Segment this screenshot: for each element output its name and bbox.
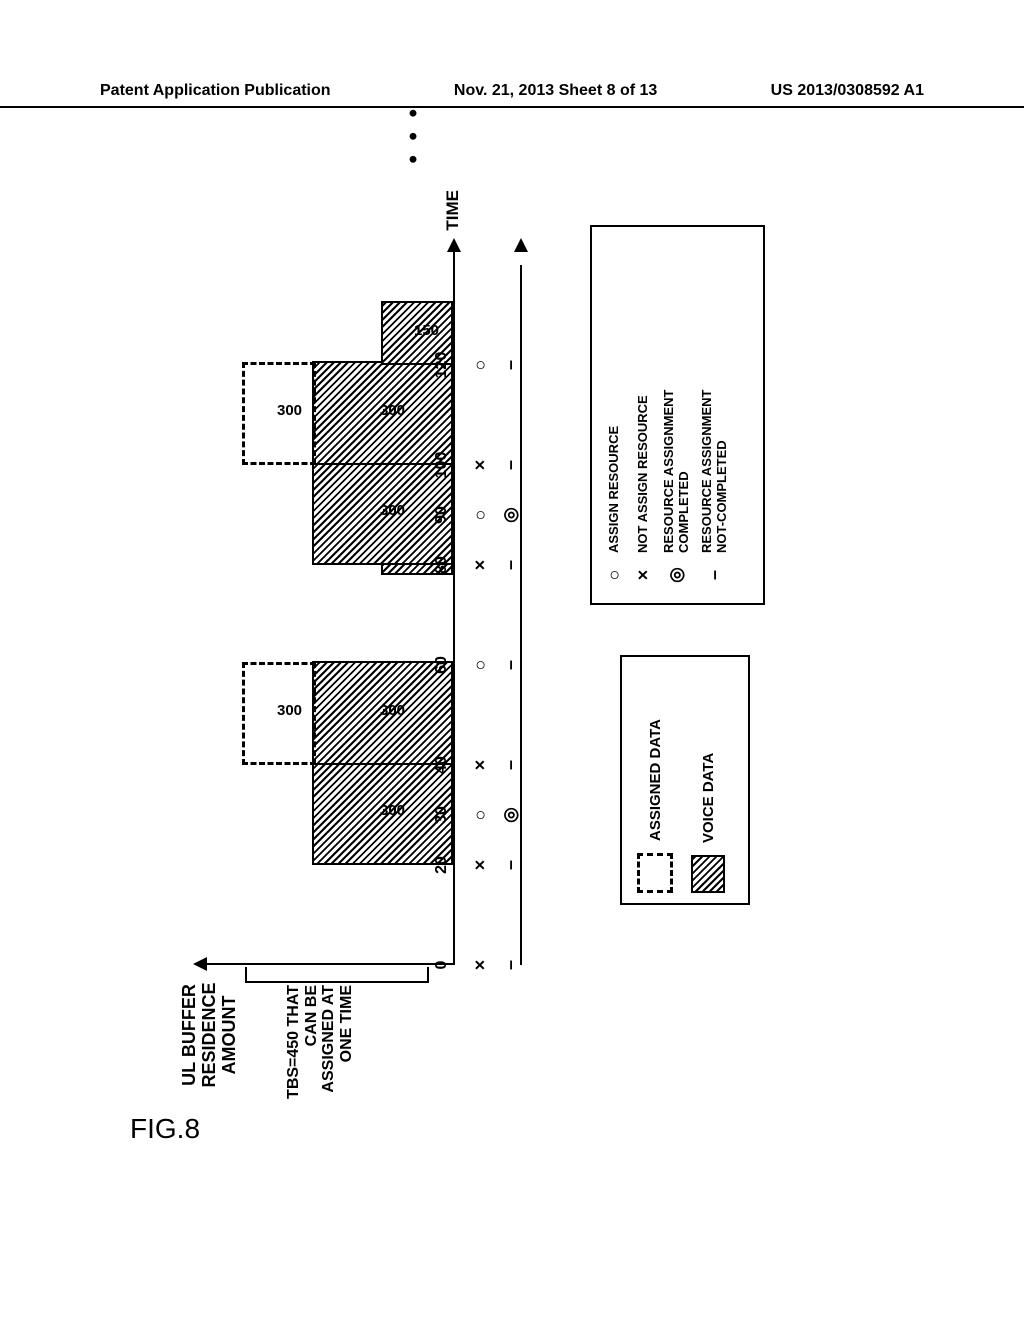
time-axis-label: TIME: [443, 190, 463, 231]
x-tick-label: 80: [433, 556, 451, 574]
x-tick-label: 0: [433, 961, 451, 970]
status-row2-symbol: –: [500, 760, 521, 770]
bar-value-label: 300: [380, 502, 405, 519]
legend-voice-data: VOICE DATA: [691, 667, 725, 893]
bar-value-label: 150: [414, 322, 439, 339]
tbs-bracket: [245, 967, 429, 983]
header-right: US 2013/0308592 A1: [771, 82, 924, 100]
status-row2-symbol: ◎: [500, 507, 521, 523]
y-axis-label: UL BUFFER RESIDENCE AMOUNT: [180, 945, 239, 1125]
page-header: Patent Application Publication Nov. 21, …: [0, 82, 1024, 108]
not-assign-symbol-icon: ×: [633, 561, 654, 589]
assigned-swatch-icon: [637, 853, 673, 893]
status-axis-arrow-icon: [514, 238, 528, 252]
status-row2-symbol: –: [500, 560, 521, 570]
x-axis-arrow-icon: [447, 238, 461, 252]
header-left: Patent Application Publication: [100, 82, 331, 100]
bar-value-label: 300: [380, 802, 405, 819]
x-tick-label: 20: [433, 856, 451, 874]
tbs-line3: ASSIGNED AT: [320, 985, 337, 1093]
voice-swatch-icon: [691, 855, 725, 893]
status-row1-symbol: ×: [470, 560, 491, 571]
legend-assign-label: ASSIGN RESOURCE: [607, 426, 622, 553]
status-row1-symbol: ○: [470, 660, 491, 671]
assign-symbol-icon: ○: [604, 561, 625, 589]
y-axis-arrow-icon: [193, 957, 207, 971]
legend-assigned-data: ASSIGNED DATA: [637, 667, 673, 893]
figure-area: FIG.8 UL BUFFER RESIDENCE AMOUNT TBS=450…: [100, 155, 920, 1155]
x-tick-label: 40: [433, 756, 451, 774]
bar-value-label: 300: [380, 402, 405, 419]
status-row1-symbol: ○: [470, 360, 491, 371]
x-tick-label: 90: [433, 506, 451, 524]
legend-not-completed-label: RESOURCE ASSIGNMENT NOT-COMPLETED: [700, 390, 730, 553]
tbs-line4: ONE TIME: [338, 985, 355, 1062]
status-row1-symbol: ×: [470, 460, 491, 471]
legend-assigned-label: ASSIGNED DATA: [647, 719, 664, 841]
status-row1-symbol: ○: [470, 810, 491, 821]
legend-not-completed-l1: RESOURCE ASSIGNMENT: [699, 390, 714, 553]
status-row1-symbol: ○: [470, 510, 491, 521]
x-axis: [453, 240, 455, 965]
x-tick-label: 30: [433, 806, 451, 824]
legend-completed-l2: COMPLETED: [676, 471, 691, 553]
plot-area: TIME 300300300150300300300150: [220, 265, 455, 965]
legend-assign: ○ ASSIGN RESOURCE: [604, 241, 625, 589]
bar-value-label: 300: [277, 402, 302, 419]
status-row2-symbol: ◎: [500, 807, 521, 823]
bar-value-label: 300: [277, 702, 302, 719]
legend-completed-label: RESOURCE ASSIGNMENT COMPLETED: [662, 390, 692, 553]
x-tick-label: 100: [433, 452, 451, 479]
legend-not-assign: × NOT ASSIGN RESOURCE: [633, 241, 654, 589]
tbs-label: TBS=450 THAT CAN BE ASSIGNED AT ONE TIME: [285, 985, 355, 1130]
bar-value-label: 300: [380, 702, 405, 719]
status-row2-symbol: –: [500, 460, 521, 470]
status-row1-symbol: ×: [470, 960, 491, 971]
x-tick-label: 120: [433, 352, 451, 379]
legend-voice-label: VOICE DATA: [700, 753, 717, 843]
status-row2-symbol: –: [500, 960, 521, 970]
tbs-line1: TBS=450 THAT: [285, 985, 302, 1099]
status-row1-symbol: ×: [470, 760, 491, 771]
y-axis-label-line1: UL BUFFER: [179, 984, 199, 1086]
rotated-chart: UL BUFFER RESIDENCE AMOUNT TBS=450 THAT …: [190, 165, 830, 1105]
ellipsis: • • •: [400, 105, 428, 164]
legend-not-completed-l2: NOT-COMPLETED: [714, 440, 729, 553]
legend-data-types: ASSIGNED DATA VOICE DATA: [620, 655, 750, 905]
header-center: Nov. 21, 2013 Sheet 8 of 13: [444, 82, 657, 100]
x-tick-label: 60: [433, 656, 451, 674]
status-row1-symbol: ×: [470, 860, 491, 871]
legend-completed-l1: RESOURCE ASSIGNMENT: [661, 390, 676, 553]
status-row2-symbol: –: [500, 360, 521, 370]
y-axis-label-line2: RESIDENCE AMOUNT: [199, 982, 239, 1087]
not-completed-symbol-icon: –: [704, 561, 725, 589]
tbs-line2: CAN BE: [303, 985, 320, 1046]
legend-not-assign-label: NOT ASSIGN RESOURCE: [636, 395, 651, 553]
legend-not-completed: – RESOURCE ASSIGNMENT NOT-COMPLETED: [700, 241, 730, 589]
completed-symbol-icon: ◎: [666, 561, 687, 589]
status-row2-symbol: –: [500, 860, 521, 870]
status-row2-symbol: –: [500, 660, 521, 670]
y-axis: [195, 963, 455, 965]
legend-completed: ◎ RESOURCE ASSIGNMENT COMPLETED: [662, 241, 692, 589]
legend-symbols: ○ ASSIGN RESOURCE × NOT ASSIGN RESOURCE …: [590, 225, 765, 605]
